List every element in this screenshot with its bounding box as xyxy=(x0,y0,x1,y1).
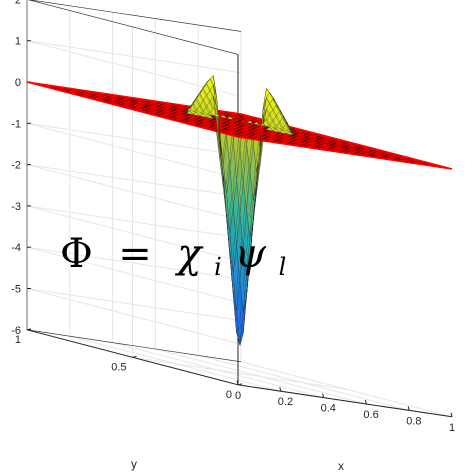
surface-cell-peak xyxy=(246,120,254,125)
gridline-x-floor xyxy=(155,348,367,405)
tick-mark-y xyxy=(26,328,32,331)
tick-label-x: 0.8 xyxy=(406,415,421,427)
gridline-x-floor xyxy=(198,354,410,411)
surface-cell-peak xyxy=(240,120,247,123)
equation-equals: = xyxy=(106,231,165,277)
equation-psi: ψ xyxy=(235,231,267,277)
tick-label-z: -5 xyxy=(11,284,21,296)
tick-mark-x xyxy=(450,412,453,417)
equation-phi: Φ xyxy=(60,231,93,277)
zero-plane-gridline-y xyxy=(53,88,268,122)
tick-label-y: 0 xyxy=(226,389,232,401)
surface-cell-peak xyxy=(233,119,241,122)
box-edge-top-left xyxy=(28,0,239,55)
gridline-z-ywall xyxy=(26,246,242,280)
zero-plane-gridline-y xyxy=(132,109,347,142)
surface-cell-peak xyxy=(226,116,234,121)
tick-label-z: 1 xyxy=(15,36,21,48)
tick-mark-x xyxy=(279,387,282,392)
equation-annotation: Φ = χ i ψ l xyxy=(60,231,286,285)
tick-label-z: -1 xyxy=(11,118,21,130)
gridline-y-floor xyxy=(132,356,347,390)
tick-mark-y xyxy=(132,355,137,358)
gridline-x-floor xyxy=(69,335,281,392)
zero-plane xyxy=(26,81,453,170)
zero-plane-gridline-y xyxy=(119,105,334,139)
surface-cell-peak xyxy=(213,113,221,118)
equation-sub-i: i xyxy=(214,253,222,281)
tick-label-x: 0.6 xyxy=(363,409,378,421)
tick-labels: -6 -5 -4 -3 -2 -1 0 1 2 0 0.2 0.4 0.6 0.8 1 0 0.5 1 xyxy=(11,0,455,434)
zero-plane-gridline-x xyxy=(214,109,426,166)
tick-label-x: 1 xyxy=(449,422,455,434)
tick-label-z: -4 xyxy=(11,242,21,254)
zero-plane-gridline-y xyxy=(40,85,255,118)
box-edge-top-back xyxy=(28,0,242,32)
tick-label-x: 0.4 xyxy=(321,403,336,415)
gridline-z-ywall xyxy=(26,288,242,321)
tick-label-y: 1 xyxy=(15,334,21,346)
tick-label-z: 0 xyxy=(15,77,21,89)
tick-mark-y xyxy=(237,383,243,386)
tick-mark-x xyxy=(407,406,410,411)
tick-mark-x xyxy=(236,380,239,385)
surface-cell-peak xyxy=(219,114,228,119)
equation-sub-l: l xyxy=(279,253,287,281)
surface-cell-peak xyxy=(252,121,261,126)
gridline-z-ywall xyxy=(26,205,242,239)
surface-cell-peak xyxy=(289,128,297,134)
axis-x xyxy=(237,384,453,418)
zero-plane-gridline-x xyxy=(200,107,412,164)
tick-label-x: 0.2 xyxy=(278,396,293,408)
tick-mark-x xyxy=(322,393,325,398)
zero-plane-gridline-x xyxy=(147,99,359,156)
gridline-x-floor xyxy=(240,361,453,418)
peak-mesh xyxy=(183,75,297,148)
zero-plane-border xyxy=(26,81,453,170)
tick-label-x: 0 xyxy=(235,390,241,402)
gridline-x-floor xyxy=(112,342,324,399)
zero-plane-gridline-y xyxy=(66,91,281,125)
tick-label-y: 0.5 xyxy=(111,361,126,373)
tick-mark-x xyxy=(364,399,367,405)
tick-label-z: -2 xyxy=(11,160,21,172)
gridline-z-ywall xyxy=(26,40,242,74)
y-axis-label: y xyxy=(131,457,137,471)
gridline-z-ywall xyxy=(26,122,242,156)
x-axis-label: x xyxy=(338,459,344,473)
surface-cell-peak xyxy=(213,96,221,147)
box-edge-floor xyxy=(26,329,242,363)
tick-label-z: 2 xyxy=(15,0,21,6)
tick-label-z: -3 xyxy=(11,201,21,213)
tick-label-z: -6 xyxy=(11,325,21,337)
equation-chi: χ xyxy=(174,231,204,277)
gridline-z-ywall xyxy=(26,164,242,198)
